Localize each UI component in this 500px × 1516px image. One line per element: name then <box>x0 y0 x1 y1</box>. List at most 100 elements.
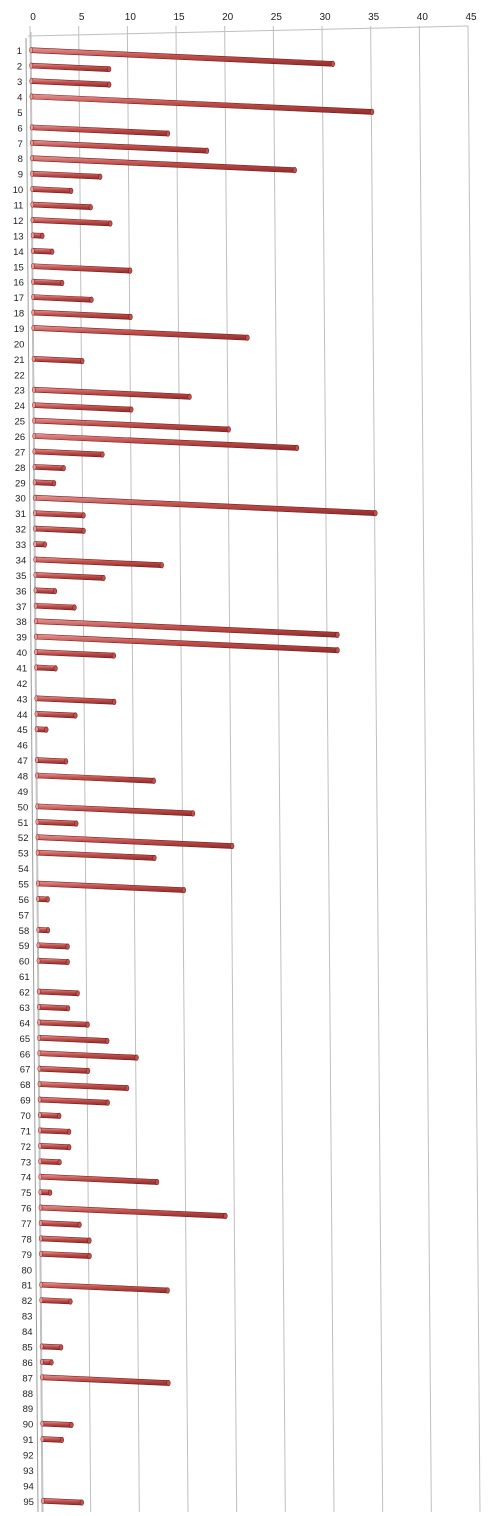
bar-63 <box>38 1004 69 1012</box>
bar-60 <box>38 957 69 965</box>
gridline-x-20 <box>224 25 238 1513</box>
category-label: 63 <box>19 1003 30 1014</box>
bar-start-cap <box>29 62 34 69</box>
bar-end-cap <box>63 758 69 765</box>
bar-start-cap <box>31 309 36 316</box>
bar-start-cap <box>38 1158 42 1165</box>
gridline-x-0 <box>29 25 43 1513</box>
bar-end-cap <box>57 1159 62 1166</box>
category-label: 21 <box>14 355 25 366</box>
bar-end-cap <box>45 896 50 903</box>
bar-end-cap <box>66 1128 72 1135</box>
category-label: 23 <box>14 386 25 397</box>
category-label: 93 <box>23 1466 34 1477</box>
category-label: 69 <box>20 1096 31 1107</box>
bar-start-cap <box>39 1250 43 1257</box>
bar-end-cap <box>85 1021 90 1028</box>
bar-start-cap <box>37 1019 41 1026</box>
bar-start-cap <box>36 895 40 903</box>
category-label: 35 <box>16 571 27 582</box>
bar-16 <box>32 278 63 286</box>
bar-79 <box>40 1251 90 1259</box>
bar-start-cap <box>37 1111 42 1119</box>
bar-start-cap <box>32 463 37 470</box>
category-label: 76 <box>21 1204 32 1215</box>
bar-start-cap <box>30 247 35 254</box>
bar-end-cap <box>152 854 157 862</box>
bar-start-cap <box>39 1358 44 1365</box>
bar-start-cap <box>30 186 35 193</box>
bar-start-cap <box>29 124 34 131</box>
bar-start-cap <box>35 834 40 841</box>
bar-end-cap <box>106 66 112 73</box>
bar-85 <box>41 1343 62 1351</box>
bar-65 <box>38 1035 108 1044</box>
bar-47 <box>36 757 67 765</box>
category-label: 92 <box>23 1450 34 1461</box>
bar-27 <box>34 448 103 458</box>
category-label: 72 <box>20 1142 31 1153</box>
bar-start-cap <box>40 1436 45 1443</box>
bar-start-cap <box>38 1204 43 1211</box>
category-label: 90 <box>23 1420 34 1431</box>
bar-start-cap <box>33 571 38 578</box>
bar-end-cap <box>65 958 70 966</box>
bar-start-cap <box>30 155 34 162</box>
bar-start-cap <box>30 263 35 270</box>
category-label: 27 <box>15 447 26 458</box>
category-label: 70 <box>20 1111 31 1122</box>
bar-44 <box>36 710 76 719</box>
bar-end-cap <box>128 267 133 274</box>
category-label: 81 <box>22 1281 33 1292</box>
bar-end-cap <box>230 842 235 850</box>
category-label: 67 <box>20 1065 31 1076</box>
bar-end-cap <box>154 1178 160 1186</box>
category-label: 15 <box>13 262 24 273</box>
bar-51 <box>37 818 77 827</box>
category-label: 83 <box>22 1312 33 1323</box>
bar-start-cap <box>31 278 35 285</box>
bar-37 <box>35 602 75 611</box>
bar-end-cap <box>48 1189 53 1196</box>
bar-start-cap <box>35 772 39 779</box>
bar-end-cap <box>49 1359 54 1366</box>
category-label: 59 <box>19 941 30 952</box>
bar-end-cap <box>101 574 106 582</box>
bar-end-cap <box>42 541 47 548</box>
bar-77 <box>40 1220 80 1228</box>
bar-91 <box>42 1436 63 1443</box>
bar-end-cap <box>52 588 58 595</box>
category-label: 1 <box>17 46 22 57</box>
bar-start-cap <box>39 1297 44 1304</box>
category-label: 91 <box>23 1435 34 1446</box>
category-label: 2 <box>17 62 22 73</box>
bar-end-cap <box>98 173 103 180</box>
bar-start-cap <box>37 1081 42 1088</box>
bar-start-cap <box>38 1173 43 1180</box>
bar-start-cap <box>34 710 39 717</box>
gridline-x-35 <box>370 25 384 1513</box>
bar-78 <box>40 1235 90 1244</box>
category-label: 52 <box>18 833 29 844</box>
category-label: 74 <box>21 1173 32 1184</box>
category-label: 94 <box>23 1481 34 1492</box>
bar-start-cap <box>29 47 33 54</box>
category-axis <box>25 37 39 1513</box>
x-tick-label: 40 <box>417 12 429 23</box>
bar-end-cap <box>57 1112 62 1119</box>
bar-end-cap <box>65 1005 71 1012</box>
bar-start-cap <box>39 1343 44 1350</box>
bar-start-cap <box>35 803 40 810</box>
bar-end-cap <box>73 712 78 719</box>
category-label: 60 <box>19 957 30 968</box>
category-label: 61 <box>19 972 30 983</box>
bar-end-cap <box>129 406 134 413</box>
bar-end-cap <box>151 777 156 784</box>
bar-start-cap <box>36 942 41 949</box>
bar-end-cap <box>80 357 85 365</box>
category-label: 26 <box>15 432 26 443</box>
bar-start-cap <box>36 988 41 995</box>
bar-end-cap <box>165 1287 170 1294</box>
x-tick-label: 5 <box>79 12 85 23</box>
category-label: 25 <box>15 417 26 428</box>
